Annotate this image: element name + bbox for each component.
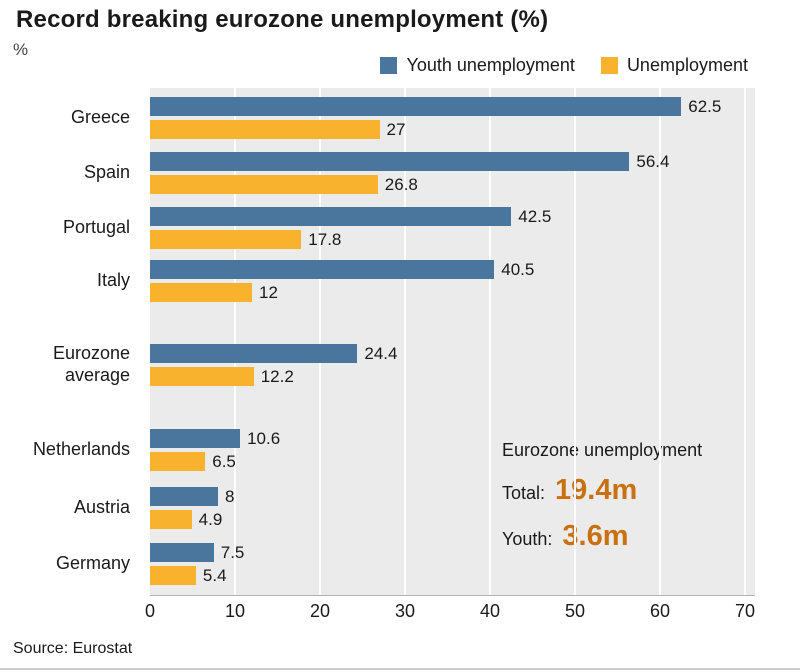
unemployment-bar [150, 175, 378, 194]
legend-label-youth: Youth unemployment [406, 55, 575, 75]
youth-unemployment-bar [150, 207, 512, 226]
bar-value-label: 12 [259, 283, 278, 302]
x-tick-label: 40 [479, 601, 501, 621]
unemployment-bar [150, 566, 196, 585]
legend-swatch-youth-icon [380, 57, 398, 74]
category-label: Spain [83, 162, 130, 183]
annotation-youth-line: Youth: 3.6m [502, 520, 702, 553]
x-tick-label: 30 [394, 601, 416, 621]
bar-value-label: 12.2 [260, 367, 294, 386]
bar-value-label: 26.8 [384, 175, 418, 194]
x-tick-label: 70 [734, 601, 756, 621]
annotation-box: Eurozone unemployment Total: 19.4m Youth… [502, 440, 702, 553]
legend: Youth unemployment Unemployment [380, 55, 748, 76]
category-label: Eurozone average [52, 343, 130, 385]
category-label: Germany [55, 553, 130, 574]
bar-value-label: 6.5 [212, 452, 236, 471]
bar-value-label: 56.4 [636, 152, 670, 171]
unemployment-bar [150, 120, 380, 139]
annotation-heading: Eurozone unemployment [502, 440, 703, 460]
bar-value-label: 10.6 [247, 429, 281, 448]
x-tick-label: 50 [564, 601, 586, 621]
category-label: Netherlands [32, 439, 130, 460]
annotation-total-value: 19.4m [555, 474, 638, 506]
bar-value-label: 24.4 [364, 344, 398, 363]
bar-value-label: 7.5 [220, 543, 245, 562]
bar-value-label: 42.5 [518, 207, 552, 226]
bar-value-label: 62.5 [688, 97, 722, 116]
category-label: Greece [70, 107, 130, 128]
youth-unemployment-bar [150, 487, 218, 506]
source-caption: Source: Eurostat [13, 640, 133, 657]
unemployment-bar [150, 510, 192, 529]
bar-value-label: 8 [225, 487, 235, 506]
unemployment-bar [150, 283, 252, 302]
gridline [489, 88, 491, 595]
youth-unemployment-bar [150, 260, 495, 279]
x-tick-label: 0 [144, 601, 155, 621]
category-label: Italy [96, 270, 130, 291]
gridline [404, 88, 406, 595]
gridline [234, 88, 236, 595]
x-tick-label: 60 [649, 601, 671, 621]
youth-unemployment-bar [150, 152, 630, 171]
legend-item-unemployment: Unemployment [600, 55, 748, 76]
bar-value-label: 40.5 [501, 260, 535, 279]
youth-unemployment-bar [150, 344, 358, 363]
axis-unit-label: % [13, 40, 29, 59]
legend-item-youth: Youth unemployment [380, 55, 575, 76]
annotation-youth-value: 3.6m [562, 520, 629, 552]
bar-value-label: 4.9 [198, 510, 223, 529]
gridline [319, 88, 321, 595]
youth-unemployment-bar [150, 429, 241, 448]
youth-unemployment-bar [150, 543, 214, 562]
bar-value-label: 27 [386, 120, 406, 139]
gridline [659, 88, 661, 595]
annotation-total-line: Total: 19.4m [502, 474, 702, 507]
unemployment-bar [150, 230, 302, 249]
plot-area: Eurozone unemployment Total: 19.4m Youth… [150, 88, 755, 596]
gridline [574, 88, 576, 595]
category-label: Portugal [62, 217, 130, 238]
category-label: Austria [73, 497, 130, 518]
x-tick-label: 10 [224, 601, 246, 621]
x-tick-label: 20 [309, 601, 331, 621]
bar-value-label: 17.8 [308, 230, 342, 249]
unemployment-bar [150, 452, 206, 471]
bottom-divider [0, 668, 800, 670]
legend-swatch-unemployment-icon [600, 57, 618, 74]
unemployment-bar [150, 367, 254, 386]
youth-unemployment-bar [150, 97, 682, 116]
chart-title: Record breaking eurozone unemployment (%… [16, 6, 549, 33]
annotation-total-label: Total: [502, 483, 546, 503]
annotation-youth-label: Youth: [502, 529, 553, 549]
bar-value-label: 5.4 [202, 566, 227, 585]
gridline [744, 88, 746, 595]
legend-label-unemployment: Unemployment [626, 55, 748, 75]
